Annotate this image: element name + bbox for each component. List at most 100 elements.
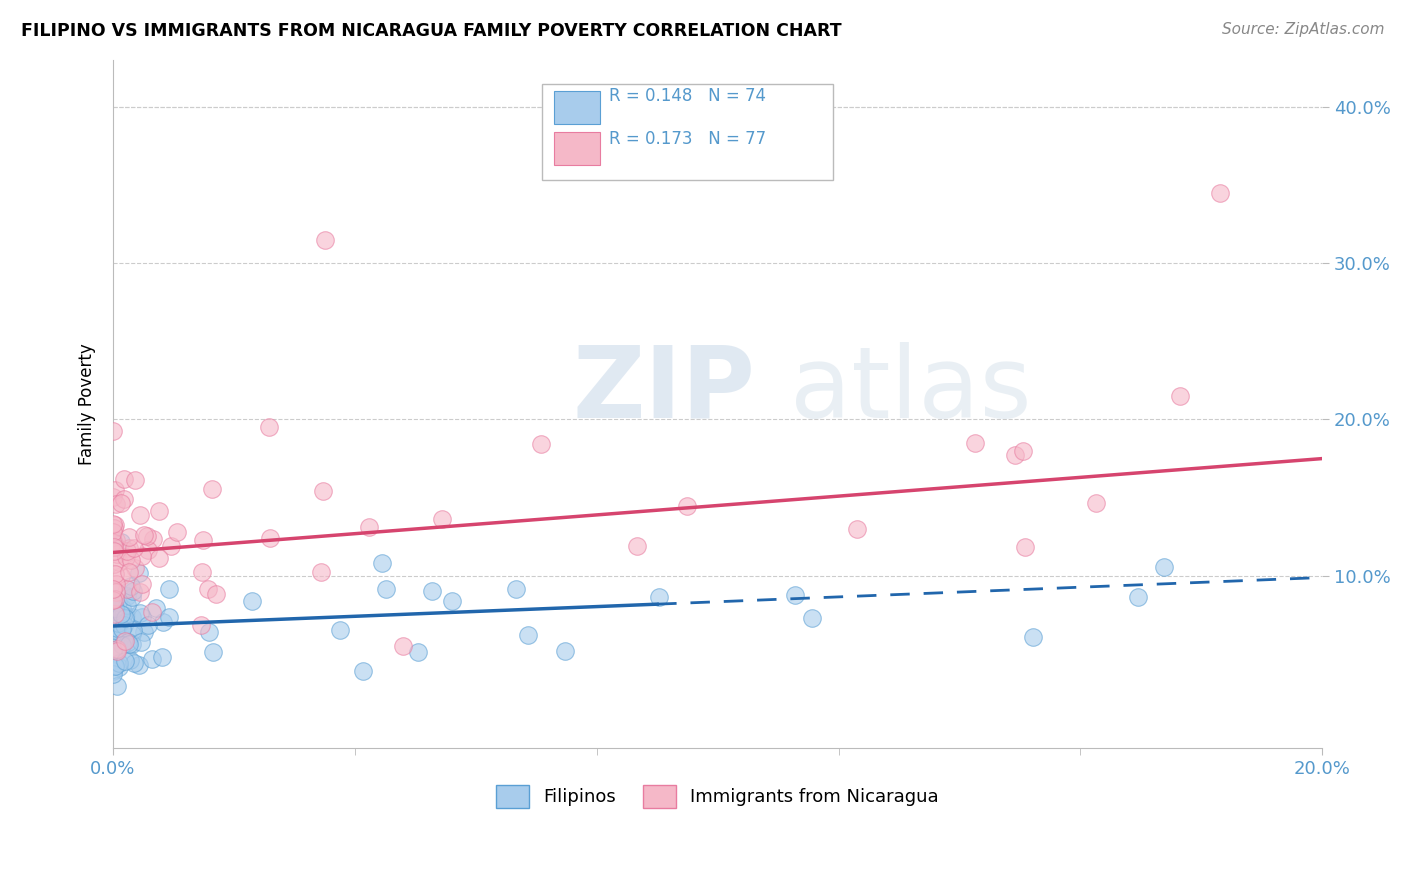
Point (117, 565, 139, 579)
Point (311, 483, 333, 498)
Point (105, 576, 128, 591)
Point (112, 492, 135, 507)
Point (132, 528, 155, 542)
Text: FILIPINO VS IMMIGRANTS FROM NICARAGUA FAMILY POVERTY CORRELATION CHART: FILIPINO VS IMMIGRANTS FROM NICARAGUA FA… (21, 22, 842, 40)
Point (111, 638, 134, 652)
Point (103, 664, 125, 678)
Point (1168, 389, 1191, 403)
Point (1126, 590, 1149, 604)
Point (148, 551, 170, 566)
Point (104, 659, 127, 673)
Point (131, 610, 153, 624)
Point (101, 516, 124, 531)
Point (115, 598, 138, 612)
Text: R = 0.173   N = 77: R = 0.173 N = 77 (609, 129, 766, 148)
Point (1014, 540, 1036, 554)
Point (626, 539, 648, 553)
Point (142, 532, 165, 546)
Point (1004, 448, 1026, 462)
Point (107, 595, 129, 609)
Point (120, 579, 142, 593)
Point (108, 660, 131, 674)
Point (115, 544, 138, 558)
Point (117, 590, 139, 604)
Point (121, 623, 143, 637)
Point (117, 635, 139, 649)
Point (129, 585, 152, 599)
Y-axis label: Family Poverty: Family Poverty (79, 343, 96, 465)
Point (118, 530, 141, 544)
Point (197, 582, 219, 596)
Legend: Filipinos, Immigrants from Nicaragua: Filipinos, Immigrants from Nicaragua (489, 778, 946, 814)
Point (105, 621, 128, 635)
Point (105, 642, 128, 657)
Point (122, 656, 145, 670)
FancyBboxPatch shape (554, 132, 600, 165)
Point (124, 541, 146, 556)
Point (124, 473, 146, 487)
Point (1012, 444, 1035, 458)
Point (157, 610, 180, 624)
Point (801, 611, 824, 625)
Point (190, 566, 212, 580)
Point (101, 647, 124, 661)
Point (128, 606, 150, 620)
Point (845, 522, 868, 536)
Point (105, 497, 128, 511)
Text: ZIP: ZIP (572, 342, 755, 439)
Point (314, 233, 336, 247)
Point (648, 591, 671, 605)
Point (111, 600, 134, 615)
Point (785, 588, 807, 602)
Point (114, 609, 136, 624)
Point (128, 566, 150, 580)
Point (406, 645, 429, 659)
Point (101, 643, 124, 657)
Point (115, 550, 138, 565)
Point (191, 533, 214, 548)
Point (131, 635, 153, 649)
Point (205, 587, 228, 601)
Point (257, 420, 280, 434)
Point (111, 622, 134, 636)
Point (110, 615, 132, 630)
Point (201, 482, 224, 496)
Point (152, 615, 174, 629)
Point (105, 533, 128, 548)
Point (120, 552, 142, 566)
Point (554, 644, 576, 658)
Point (121, 627, 143, 641)
Point (150, 650, 173, 665)
Point (103, 598, 125, 612)
Point (141, 605, 163, 619)
Point (103, 524, 125, 539)
Point (965, 435, 987, 450)
Point (112, 472, 135, 486)
Point (392, 640, 415, 654)
Point (112, 617, 135, 632)
Point (101, 593, 124, 607)
Point (121, 583, 143, 598)
Point (371, 556, 394, 570)
FancyBboxPatch shape (554, 91, 600, 124)
Point (118, 541, 141, 555)
Point (107, 615, 129, 630)
Point (1022, 631, 1045, 645)
Point (1208, 186, 1230, 200)
Point (138, 543, 160, 558)
Point (124, 561, 146, 575)
Point (115, 582, 138, 597)
Point (1085, 496, 1108, 510)
Point (110, 607, 132, 621)
Point (198, 625, 221, 640)
Point (103, 543, 125, 558)
Point (121, 610, 143, 624)
Point (121, 591, 143, 605)
Point (103, 602, 125, 616)
Point (110, 535, 132, 549)
Point (104, 518, 127, 533)
Point (201, 645, 224, 659)
Point (132, 624, 155, 639)
Point (148, 504, 170, 518)
Point (530, 436, 553, 450)
